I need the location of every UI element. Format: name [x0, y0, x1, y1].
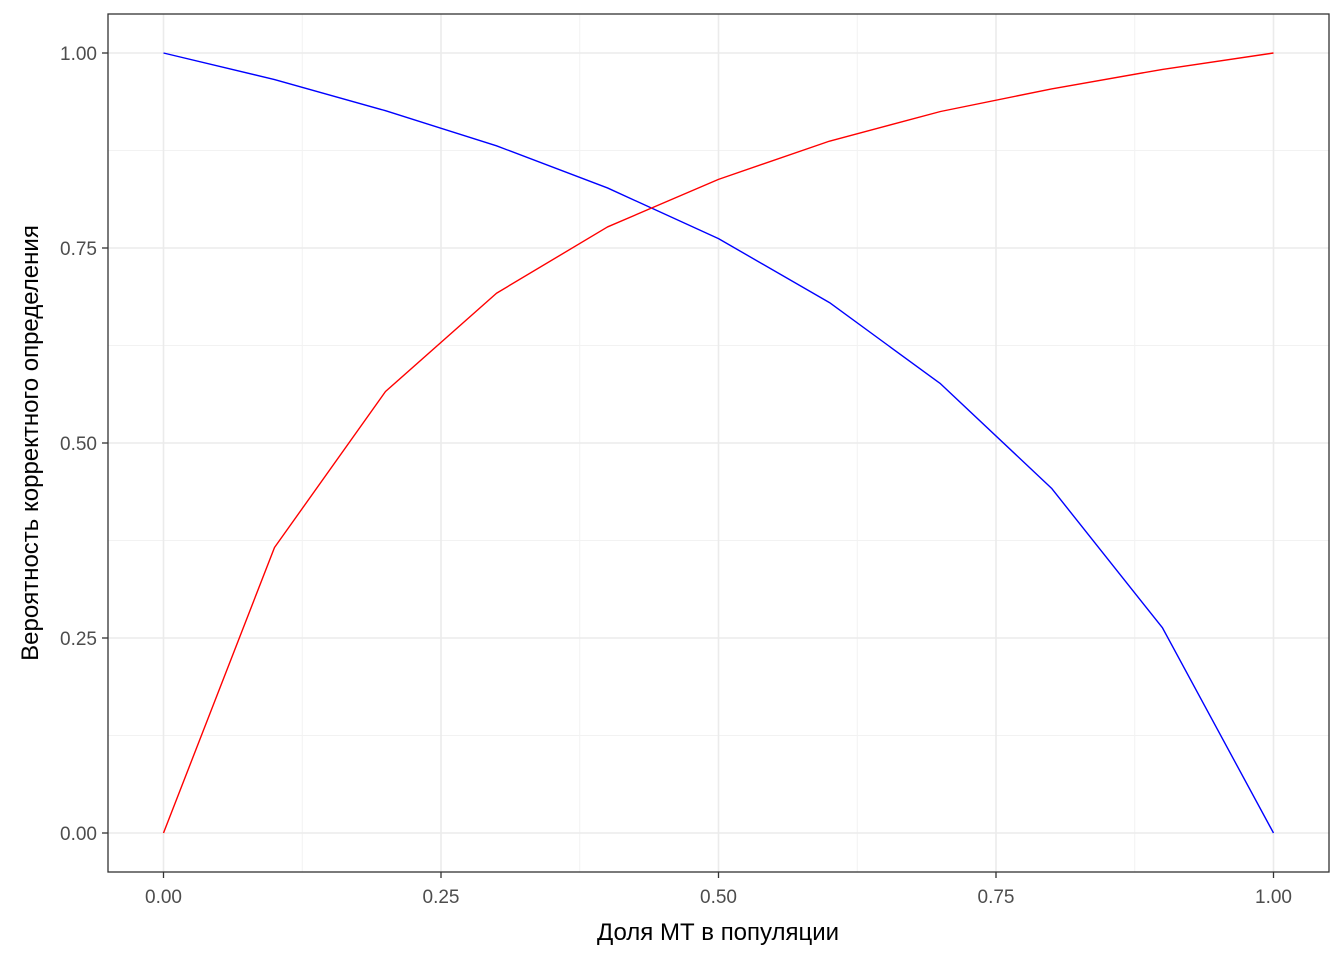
x-tick-label: 1.00: [1255, 887, 1292, 908]
series-line-1: [163, 52, 1275, 834]
y-axis-title: Вероятность корректного определения: [17, 225, 44, 661]
y-tick-label: 0.75: [60, 239, 97, 260]
x-axis-title: Доля МТ в популяции: [597, 919, 839, 946]
y-tick-label: 0.50: [60, 434, 97, 455]
x-tick-label: 0.75: [978, 887, 1015, 908]
axis-ticks: 0.00 0.25 0.50 0.75 1.00 0.00 0.25 0.50 0.75 1.00: [60, 44, 1292, 908]
series-line-2: [162, 52, 1274, 834]
x-tick-label: 0.25: [423, 887, 460, 908]
x-tick-label: 0.00: [145, 887, 182, 908]
grid: [108, 14, 1329, 872]
series-lines: [162, 52, 1275, 834]
y-tick-label: 1.00: [60, 44, 97, 65]
x-tick-label: 0.50: [700, 887, 737, 908]
y-tick-label: 0.00: [60, 824, 97, 845]
y-tick-label: 0.25: [60, 629, 97, 650]
